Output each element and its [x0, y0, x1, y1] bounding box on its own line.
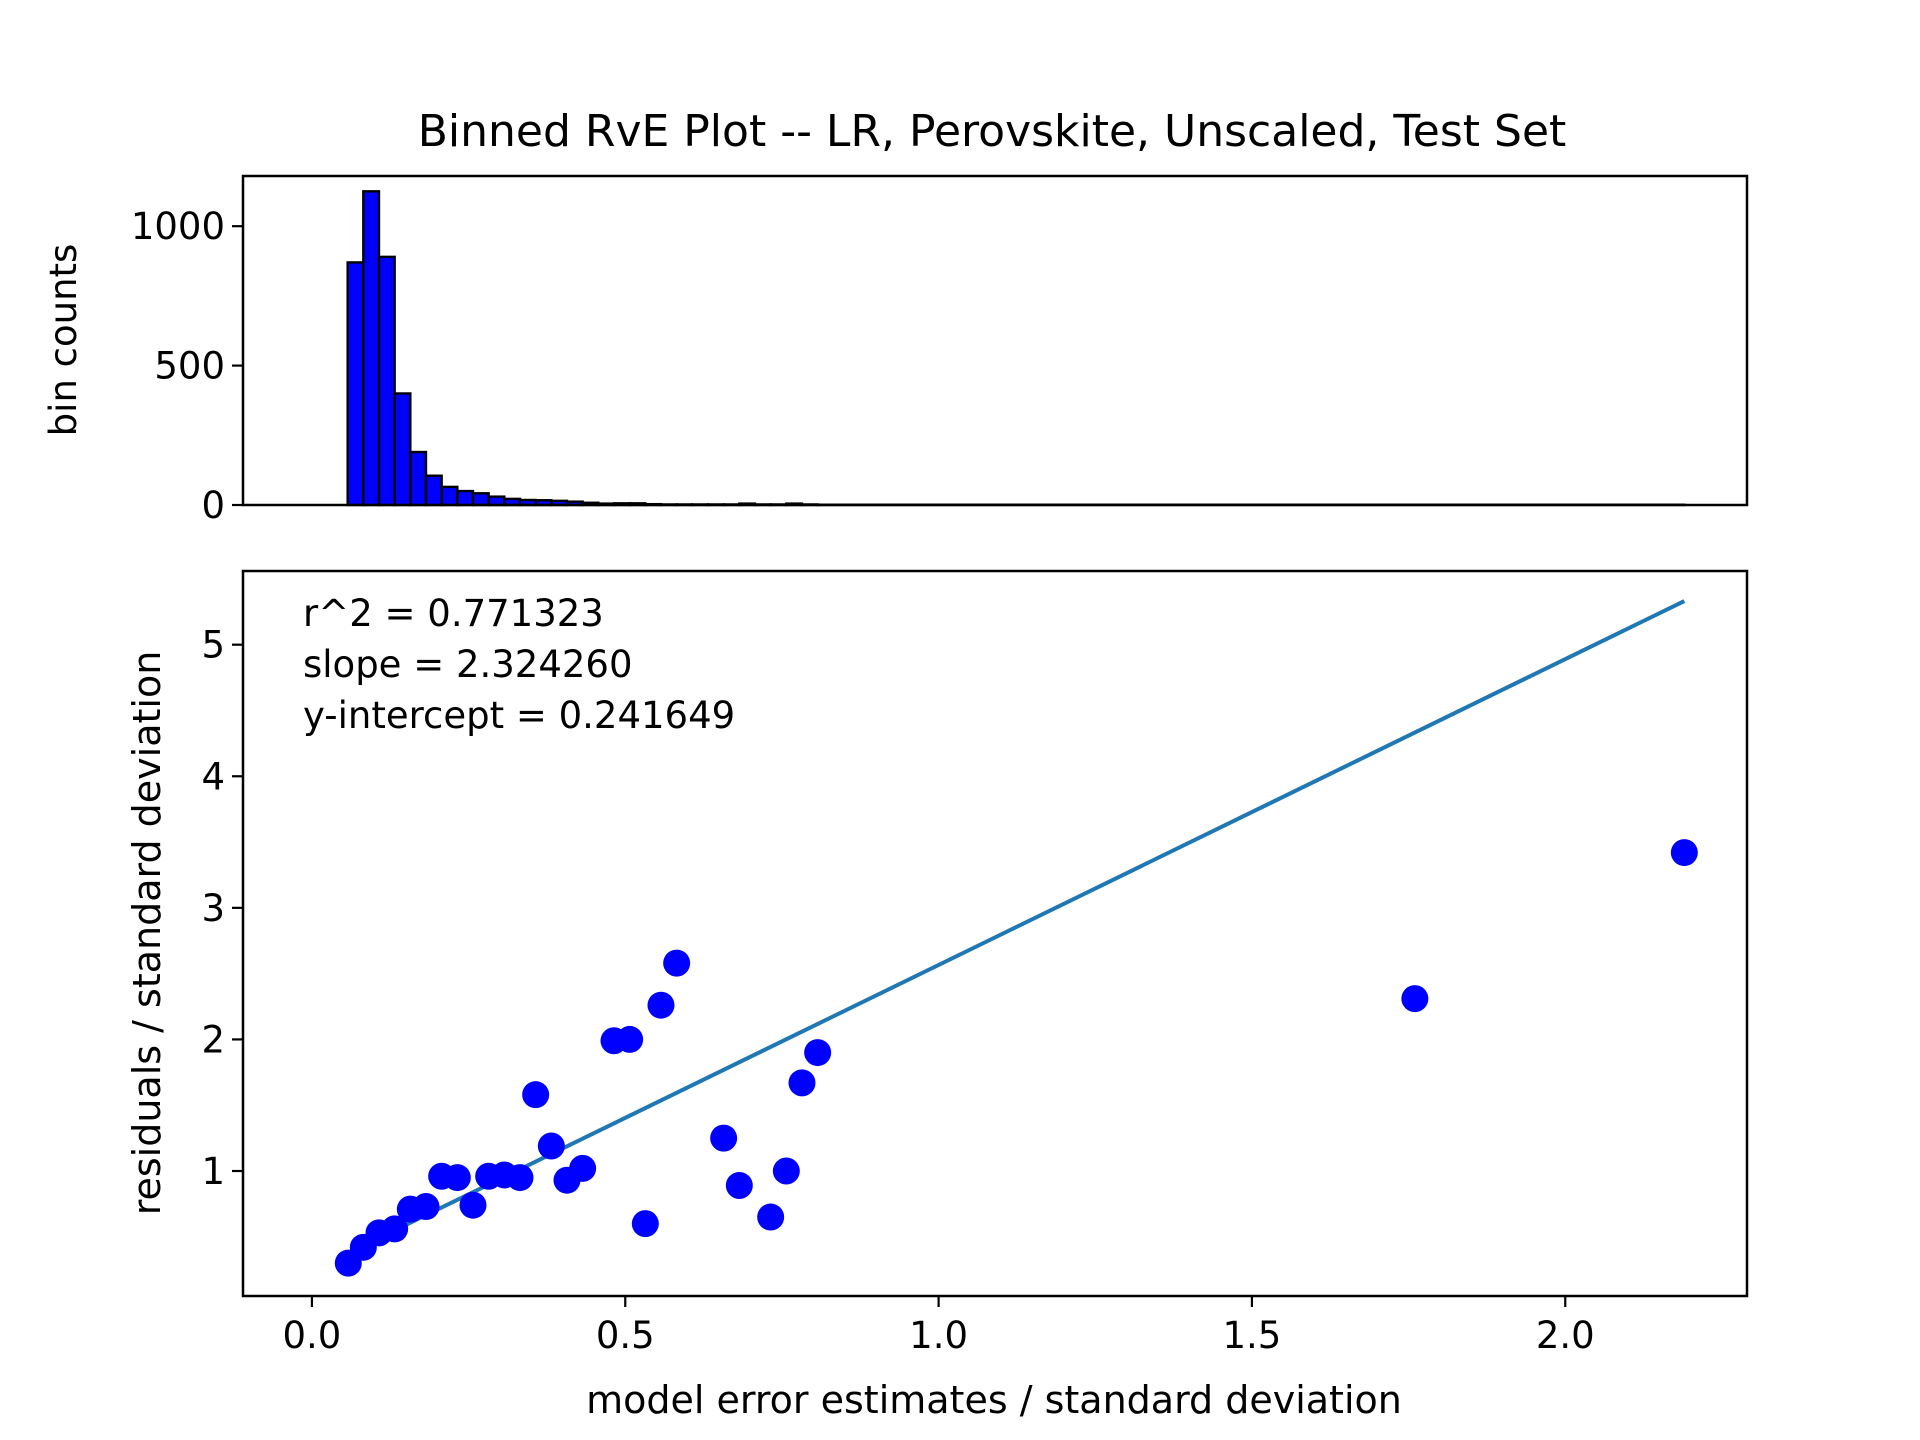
histogram-y-tick-label: 500 [154, 345, 225, 388]
scatter-point [522, 1081, 550, 1109]
annotation-slope: slope = 2.324260 [303, 643, 633, 686]
scatter-x-tick-label: 1.0 [909, 1314, 968, 1357]
scatter-point [616, 1025, 644, 1053]
fit-line-group [347, 599, 1686, 1255]
scatter-point [412, 1193, 440, 1221]
histogram-frame [241, 174, 1749, 507]
scatter-x-tick-label: 0.0 [283, 1314, 342, 1357]
histogram-y-tick-label: 1000 [131, 205, 225, 248]
histogram-bar [409, 450, 428, 507]
scatter-point [788, 1069, 816, 1097]
scatter-x-tick-label: 2.0 [1536, 1314, 1595, 1357]
scatter-y-tick-label: 1 [201, 1150, 225, 1193]
scatter-y-ticks: 1 2 3 4 5 [201, 624, 243, 1193]
annotation-intercept: y-intercept = 0.241649 [303, 694, 735, 737]
fit-line [347, 599, 1686, 1255]
scatter-point [631, 1210, 659, 1238]
histogram-y-axis-label: bin counts [42, 244, 85, 437]
scatter-point [569, 1154, 597, 1182]
scatter-point [1401, 985, 1429, 1013]
histogram-bar [440, 485, 459, 507]
scatter-point [381, 1215, 409, 1243]
scatter-point [772, 1157, 800, 1185]
histogram-panel: 0 500 1000 bin counts [42, 174, 1749, 527]
scatter-panel: 0.0 0.5 1.0 1.5 2.0 1 2 3 4 5 r^2 = 0.771323 slo… [125, 569, 1749, 1422]
histogram-y-tick-label: 0 [201, 484, 225, 527]
scatter-point [804, 1039, 832, 1067]
histogram-bar [487, 495, 506, 507]
annotation-r2: r^2 = 0.771323 [303, 592, 604, 635]
scatter-point [1670, 839, 1698, 867]
scatter-point [506, 1164, 534, 1192]
chart-title: Binned RvE Plot -- LR, Perovskite, Unsca… [418, 106, 1567, 157]
histogram-bar [362, 190, 381, 507]
scatter-x-tick-label: 0.5 [596, 1314, 655, 1357]
scatter-points [334, 839, 1698, 1277]
scatter-x-tick-label: 1.5 [1223, 1314, 1282, 1357]
histogram-y-ticks: 0 500 1000 [131, 205, 243, 527]
scatter-point [443, 1164, 471, 1192]
histogram-bar [471, 492, 490, 507]
scatter-point [663, 949, 691, 977]
scatter-point [459, 1191, 487, 1219]
histogram-bar [393, 392, 412, 507]
scatter-point [725, 1171, 753, 1199]
scatter-x-axis-label: model error estimates / standard deviati… [586, 1378, 1402, 1422]
scatter-point [757, 1203, 785, 1231]
scatter-frame [241, 569, 1749, 1298]
histogram-bar [424, 474, 443, 507]
scatter-y-tick-label: 4 [201, 755, 225, 798]
histogram-bar [346, 261, 365, 507]
scatter-y-tick-label: 5 [201, 624, 225, 667]
histogram-bar [456, 489, 475, 507]
scatter-point [647, 991, 675, 1019]
scatter-y-axis-label: residuals / standard deviation [125, 651, 169, 1216]
scatter-point [710, 1124, 738, 1152]
scatter-x-ticks: 0.0 0.5 1.0 1.5 2.0 [283, 1296, 1595, 1357]
scatter-y-tick-label: 2 [201, 1018, 225, 1061]
scatter-y-tick-label: 3 [201, 887, 225, 930]
histogram-bar [377, 255, 396, 507]
scatter-point [537, 1132, 565, 1160]
